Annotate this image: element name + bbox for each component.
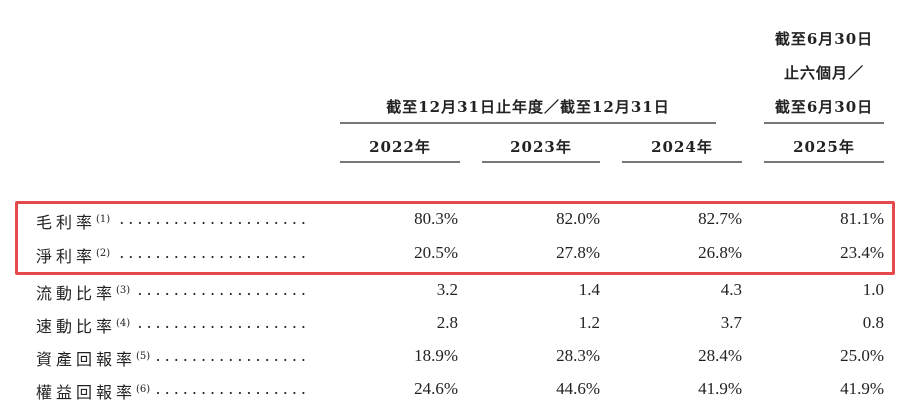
leader-dots: ........................................ xyxy=(116,243,310,262)
cell-value: 1.2 xyxy=(578,313,600,332)
period-header-line-2: 止六個月／ xyxy=(783,64,864,82)
cell-value: 3.2 xyxy=(436,280,458,299)
cell-value: 1.0 xyxy=(862,280,884,299)
table-row: 權益回報率(6) ...............................… xyxy=(0,375,905,405)
cell-value: 2.8 xyxy=(436,313,458,332)
leader-dots: ........................................ xyxy=(156,379,310,398)
leader-dots: ........................................ xyxy=(156,346,310,365)
group-underline xyxy=(340,122,716,124)
cell-value: 20.5% xyxy=(414,243,458,262)
period-header-line-1: 截至6月30日 xyxy=(774,30,874,48)
footnote-ref: (2) xyxy=(96,248,111,259)
table-row: 速動比率(4) ................................… xyxy=(0,309,905,339)
table-row: 淨利率(2) .................................… xyxy=(0,239,905,269)
footnote-ref: (5) xyxy=(136,351,151,362)
table-row: 流動比率(3) ................................… xyxy=(0,276,905,306)
row-label: 淨利率(2) xyxy=(36,247,111,266)
group-header: 截至12月31日止年度／截至12月31日 xyxy=(386,98,670,116)
row-label: 權益回報率(6) xyxy=(36,383,151,402)
cell-value: 80.3% xyxy=(414,209,458,228)
highlight-box xyxy=(15,201,895,275)
cell-value: 3.7 xyxy=(720,313,742,332)
cell-value: 23.4% xyxy=(840,243,884,262)
year-header-2023: 2023年 xyxy=(510,138,572,156)
cell-value: 4.3 xyxy=(720,280,742,299)
cell-value: 41.9% xyxy=(698,379,742,398)
cell-value: 18.9% xyxy=(414,346,458,365)
row-label: 流動比率(3) xyxy=(36,284,131,303)
cell-value: 26.8% xyxy=(698,243,742,262)
footnote-ref: (1) xyxy=(96,214,111,225)
cell-value: 28.3% xyxy=(556,346,600,365)
footnote-ref: (3) xyxy=(116,285,131,296)
cell-value: 0.8 xyxy=(862,313,884,332)
cell-value: 44.6% xyxy=(556,379,600,398)
table-row: 資產回報率(5) ...............................… xyxy=(0,342,905,372)
cell-value: 81.1% xyxy=(840,209,884,228)
row-label: 速動比率(4) xyxy=(36,317,131,336)
year-underline xyxy=(340,161,460,163)
period-underline xyxy=(764,122,884,124)
footnote-ref: (6) xyxy=(136,384,151,395)
leader-dots: ........................................ xyxy=(136,313,310,332)
year-header-2022: 2022年 xyxy=(369,138,431,156)
cell-value: 28.4% xyxy=(698,346,742,365)
period-header-line-3: 截至6月30日 xyxy=(774,98,874,116)
cell-value: 82.0% xyxy=(556,209,600,228)
footnote-ref: (4) xyxy=(116,318,131,329)
cell-value: 27.8% xyxy=(556,243,600,262)
cell-value: 25.0% xyxy=(840,346,884,365)
year-underline xyxy=(482,161,600,163)
year-header-2025: 2025年 xyxy=(793,138,855,156)
row-label: 資產回報率(5) xyxy=(36,350,151,369)
year-header-2024: 2024年 xyxy=(651,138,713,156)
cell-value: 1.4 xyxy=(578,280,600,299)
leader-dots: ........................................ xyxy=(136,280,310,299)
cell-value: 82.7% xyxy=(698,209,742,228)
row-label: 毛利率(1) xyxy=(36,213,111,232)
cell-value: 24.6% xyxy=(414,379,458,398)
cell-value: 41.9% xyxy=(840,379,884,398)
year-underline xyxy=(622,161,742,163)
year-underline xyxy=(764,161,884,163)
table-row: 毛利率(1) .................................… xyxy=(0,205,905,235)
leader-dots: ........................................ xyxy=(116,209,310,228)
